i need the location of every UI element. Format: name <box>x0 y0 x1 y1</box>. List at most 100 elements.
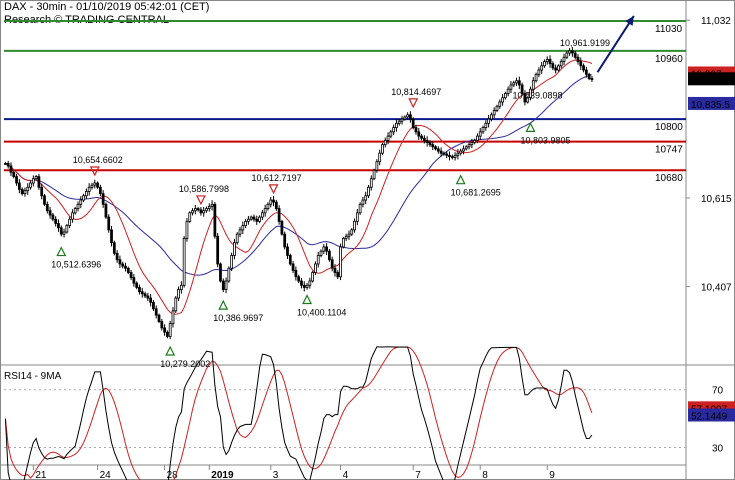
candle-body <box>112 242 116 254</box>
candle-body <box>210 203 214 207</box>
candle-body <box>146 295 150 299</box>
rsi-line <box>4 346 593 480</box>
candle-body <box>110 229 113 244</box>
candle-body <box>12 171 16 178</box>
swing-low-marker <box>165 345 176 356</box>
candle-body <box>4 162 7 165</box>
swing-low-marker <box>56 246 67 257</box>
candle-body <box>6 162 10 167</box>
candle-body <box>355 212 359 222</box>
candle-body <box>573 52 577 58</box>
candle-body <box>523 93 527 103</box>
swing-label: 10,400.1104 <box>297 308 346 318</box>
candle-body <box>26 186 30 192</box>
candle-body <box>286 246 289 256</box>
level-label-10747: 10747 <box>655 145 683 156</box>
candle-body <box>378 152 382 163</box>
candle-body <box>9 165 13 173</box>
candle-body <box>297 276 301 282</box>
candle-body <box>453 154 457 158</box>
candle-body <box>43 195 46 205</box>
swing-high-marker <box>195 195 206 206</box>
level-label-10680: 10680 <box>655 173 683 184</box>
candle-body <box>224 280 228 290</box>
candle-body <box>280 220 284 235</box>
candle-body <box>386 135 390 141</box>
candle-body <box>34 176 38 180</box>
candle-body <box>333 267 337 273</box>
candle-body <box>230 255 234 269</box>
candle-body <box>98 186 102 195</box>
candle-body <box>263 208 267 214</box>
candle-body <box>584 69 588 75</box>
price-tag-label: 10,893.3 <box>691 75 730 86</box>
chart-source: Research © TRADING CENTRAL <box>4 14 169 26</box>
candle-body <box>540 65 544 71</box>
candle-body <box>51 214 55 220</box>
candle-body <box>124 265 127 269</box>
y-tick-label: 11,032 <box>701 16 731 27</box>
candle-body <box>565 52 569 58</box>
candle-body <box>96 182 99 188</box>
candle-body <box>587 73 591 79</box>
candle-body <box>353 220 356 231</box>
candle-body <box>294 269 298 278</box>
candle-body <box>166 331 169 337</box>
candle-body <box>93 182 97 186</box>
swing-label: 10,681.2695 <box>451 188 501 198</box>
candle-body <box>227 267 231 282</box>
candle-body <box>179 284 183 290</box>
x-tick-label: 7 <box>415 470 421 480</box>
candle-body <box>101 193 105 205</box>
candle-body <box>395 122 398 128</box>
candle-body <box>269 199 273 205</box>
swing-label: 10,386.9697 <box>213 313 263 323</box>
candle-body <box>291 263 295 271</box>
price-tag-label: 10,835.5 <box>691 100 730 111</box>
candle-body <box>193 208 197 212</box>
candle-body <box>57 223 60 229</box>
candle-body <box>319 250 323 256</box>
candle-body <box>529 88 532 99</box>
swing-high-marker <box>89 166 100 177</box>
candle-body <box>568 50 571 54</box>
candle-body <box>316 255 320 265</box>
candle-body <box>562 56 566 62</box>
candle-body <box>554 67 558 71</box>
candle-body <box>241 225 245 231</box>
candle-body <box>140 291 144 295</box>
candle-body <box>531 80 535 90</box>
candle-body <box>126 267 130 273</box>
candle-body <box>104 203 108 218</box>
candle-body <box>414 127 418 133</box>
candle-body <box>339 246 342 278</box>
candle-body <box>481 127 485 133</box>
candle-body <box>492 110 496 116</box>
candle-body <box>364 195 368 201</box>
rsi-tick-label: 30 <box>712 444 724 455</box>
candle-body <box>512 82 516 86</box>
candle-body <box>322 246 326 252</box>
candle-body <box>205 208 208 212</box>
candle-body <box>221 280 225 290</box>
candle-body <box>238 229 242 235</box>
candle-body <box>168 323 172 337</box>
x-tick-label: 2019 <box>211 470 234 480</box>
candle-body <box>515 80 518 84</box>
candle-body <box>517 80 521 86</box>
candle-body <box>314 263 317 273</box>
candle-body <box>82 195 85 201</box>
candle-body <box>392 127 396 133</box>
candle-body <box>545 59 549 62</box>
rsi-tick-label: 70 <box>712 386 724 397</box>
candle-body <box>425 139 429 143</box>
candle-body <box>260 212 264 218</box>
candle-body <box>185 220 189 239</box>
candle-body <box>534 73 538 82</box>
candle-body <box>182 238 186 286</box>
candle-body <box>305 284 309 288</box>
swing-low-marker <box>302 294 313 305</box>
candle-body <box>409 114 412 120</box>
candle-body <box>107 216 111 231</box>
candle-body <box>484 122 488 128</box>
